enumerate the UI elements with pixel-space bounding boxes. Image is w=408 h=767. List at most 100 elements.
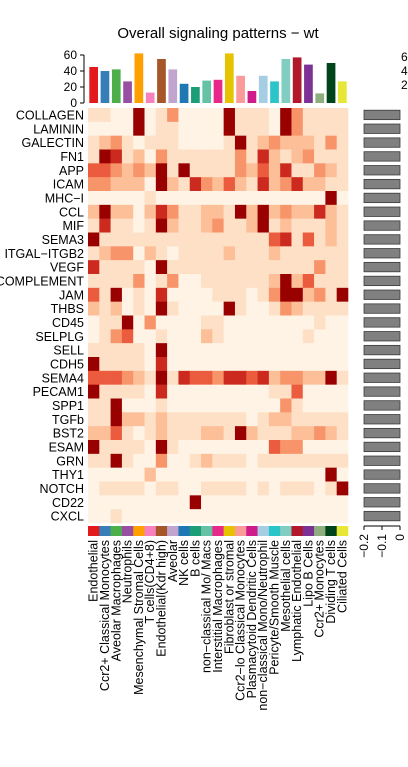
- heatmap-cell: [268, 440, 281, 455]
- row-label: CCL: [59, 205, 84, 219]
- right-bar: [363, 386, 401, 397]
- heatmap-cell: [99, 232, 111, 247]
- heatmap-cell: [314, 440, 326, 455]
- heatmap-cell: [133, 246, 145, 261]
- heatmap-cell: [246, 163, 258, 178]
- right-bar: [363, 372, 401, 383]
- heatmap-cell: [268, 426, 281, 441]
- heatmap-cell: [110, 177, 123, 192]
- heatmap-cell: [88, 149, 100, 164]
- heatmap-cell: [178, 163, 191, 178]
- heatmap-cell: [291, 357, 304, 372]
- heatmap-cell: [325, 440, 337, 455]
- row-label-group: COLLAGENLAMININGALECTINFN1APPICAMMHC−ICC…: [0, 108, 84, 523]
- heatmap-cell: [167, 149, 179, 164]
- heatmap-cell: [302, 398, 315, 413]
- heatmap-cell: [268, 467, 281, 482]
- heatmap-cell: [325, 232, 337, 247]
- heatmap-cell: [201, 121, 213, 136]
- column-color-cell: [178, 526, 191, 536]
- heatmap-cell: [291, 260, 304, 275]
- heatmap-cell: [246, 329, 258, 344]
- heatmap-cell: [325, 218, 337, 233]
- heatmap-cell: [336, 370, 349, 385]
- right-bar: [363, 275, 401, 287]
- heatmap-cell: [144, 509, 157, 524]
- heatmap-cell: [246, 509, 258, 524]
- heatmap-cell: [325, 246, 337, 261]
- heatmap-cell: [88, 440, 100, 455]
- heatmap-cell: [99, 204, 111, 219]
- heatmap-cell: [291, 440, 304, 455]
- heatmap-cell: [178, 191, 191, 206]
- heatmap-cell: [178, 370, 191, 385]
- heatmap-cell: [133, 384, 145, 399]
- heatmap-cell: [223, 495, 236, 510]
- row-label: SEMA3: [42, 233, 84, 247]
- heatmap-cell: [246, 481, 258, 496]
- heatmap-cell: [302, 204, 315, 219]
- heatmap-cell: [121, 274, 134, 289]
- heatmap-cell: [234, 384, 247, 399]
- heatmap-cell: [144, 398, 157, 413]
- heatmap-cell: [121, 398, 134, 413]
- column-label: Aveolar: [166, 540, 180, 582]
- heatmap-cell: [110, 218, 123, 233]
- heatmap-cell: [257, 481, 270, 496]
- heatmap-cell: [223, 191, 236, 206]
- heatmap-cell: [302, 218, 315, 233]
- heatmap-cell: [121, 108, 134, 123]
- column-color-cell: [302, 526, 315, 536]
- heatmap-cell: [110, 274, 123, 289]
- heatmap-cell: [155, 509, 168, 524]
- heatmap-cell: [234, 204, 247, 219]
- heatmap-cell: [144, 274, 157, 289]
- heatmap-cell: [314, 426, 326, 441]
- heatmap-cell: [325, 495, 337, 510]
- heatmap-cell: [257, 218, 270, 233]
- heatmap-cell: [212, 481, 224, 496]
- heatmap-cell: [133, 260, 145, 275]
- heatmap-cell: [280, 121, 292, 136]
- heatmap-cell: [268, 108, 281, 123]
- heatmap-cell: [178, 218, 191, 233]
- heatmap-cell: [99, 108, 111, 123]
- heatmap-cell: [234, 495, 247, 510]
- top-bar-12: [224, 53, 234, 103]
- heatmap-cell: [280, 260, 292, 275]
- row-label: BST2: [53, 427, 84, 441]
- heatmap-cell: [167, 191, 179, 206]
- legend-tick-label: 2: [401, 78, 408, 92]
- column-color-cell: [167, 526, 179, 536]
- heatmap-cell: [268, 384, 281, 399]
- heatmap-cell: [246, 370, 258, 385]
- heatmap-cell: [234, 426, 247, 441]
- heatmap-cell: [88, 163, 100, 178]
- heatmap-cell: [201, 357, 213, 372]
- row-label: NOTCH: [40, 482, 84, 496]
- heatmap-cell: [110, 204, 123, 219]
- column-color-cell: [212, 526, 224, 536]
- heatmap-cell: [121, 246, 134, 261]
- heatmap-cell: [302, 467, 315, 482]
- heatmap-cell: [99, 274, 111, 289]
- heatmap-cell: [291, 412, 304, 427]
- heatmap-cell: [291, 509, 304, 524]
- heatmap-cell: [110, 232, 123, 247]
- heatmap-cell: [246, 218, 258, 233]
- heatmap-cell: [325, 315, 337, 330]
- heatmap-cell: [88, 398, 100, 413]
- heatmap-cell: [223, 218, 236, 233]
- heatmap-cell: [268, 398, 281, 413]
- heatmap-cell: [302, 149, 315, 164]
- heatmap-cell: [246, 426, 258, 441]
- heatmap-cell: [302, 357, 315, 372]
- heatmap-cell: [302, 121, 315, 136]
- heatmap-cell: [99, 426, 111, 441]
- heatmap-cell: [212, 260, 224, 275]
- heatmap-cell: [99, 370, 111, 385]
- heatmap-cell: [167, 370, 179, 385]
- heatmap-cell: [189, 329, 202, 344]
- column-label: Ccr2−lo Classical Monocytes: [234, 540, 248, 701]
- right-bar: [363, 234, 401, 245]
